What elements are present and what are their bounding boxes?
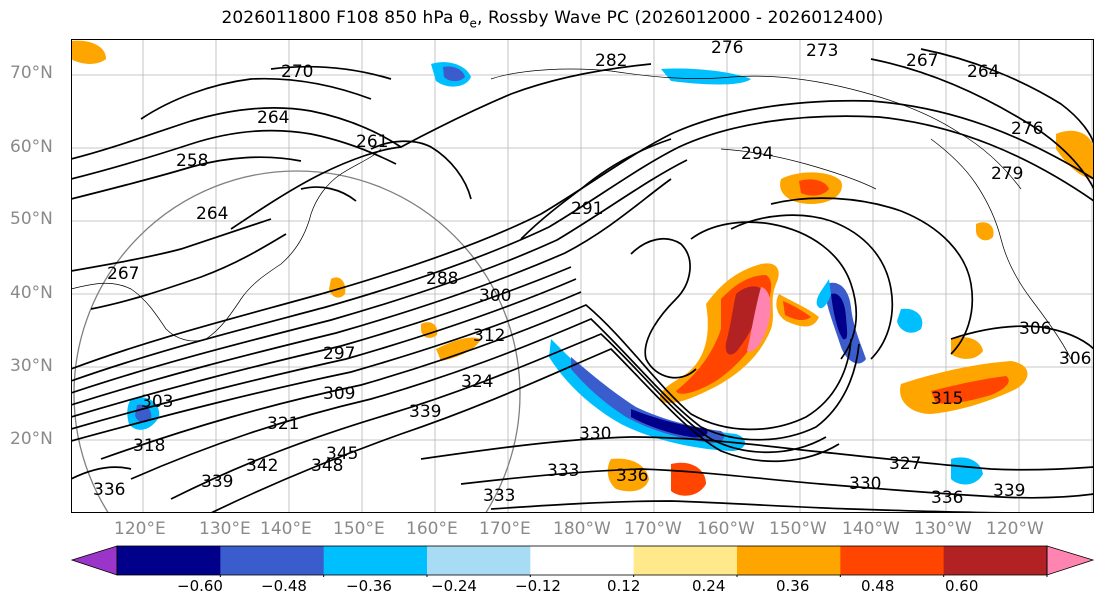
contour-label: 276 (1011, 119, 1043, 139)
contour-label: 339 (201, 472, 233, 492)
contour-label: 336 (931, 488, 963, 508)
contour-label: 276 (711, 39, 743, 58)
contour-label: 273 (806, 41, 838, 61)
contour-label: 333 (483, 486, 515, 506)
colorbar-tick-label: 0.60 (945, 577, 979, 595)
lon-label-180w: 180°W (553, 519, 611, 539)
contour-label: 345 (326, 444, 358, 464)
colorbar-segment (427, 546, 531, 575)
lat-label-20n: 20°N (10, 429, 53, 449)
colorbar-tick-label: −0.12 (515, 577, 561, 595)
contour-label: 336 (93, 480, 125, 500)
colorbar-ticks (219, 575, 1048, 577)
lon-label-150e: 150°E (333, 519, 385, 539)
contour-label: 336 (616, 466, 648, 486)
lat-label-60n: 60°N (10, 137, 53, 157)
contour-label: 270 (281, 62, 313, 82)
contour-label: 282 (595, 51, 627, 71)
contour-label: 264 (196, 204, 228, 224)
contour-label: 327 (889, 454, 921, 474)
contour-label: 330 (579, 424, 611, 444)
colorbar-segment (943, 546, 1048, 575)
colorbar-segment (530, 546, 635, 575)
contour-label: 300 (479, 286, 511, 306)
lon-label-150w: 150°W (769, 519, 827, 539)
colorbar-tick-label: 0.36 (776, 577, 810, 595)
lon-label-120e: 120°E (114, 519, 166, 539)
colorbar-extend-max (1046, 545, 1095, 576)
colorbar-tick-label: −0.48 (261, 577, 307, 595)
lon-label-140w: 140°W (842, 519, 900, 539)
colorbar-segment (737, 546, 841, 575)
contour-label: 288 (426, 269, 458, 289)
contour-label: 339 (993, 481, 1025, 501)
contour-labels: 282 276 273 267 264 270 276 279 264 261 … (93, 39, 1091, 508)
coastlines (71, 68, 1072, 360)
distance-ring (73, 170, 521, 513)
contour-label: 324 (461, 372, 493, 392)
lon-label-140e: 140°E (260, 519, 312, 539)
contour-label: 330 (849, 474, 881, 494)
contour-label: 267 (906, 51, 938, 71)
colorbar-frame (116, 545, 1048, 576)
contour-label: 264 (967, 62, 999, 82)
lat-label-70n: 70°N (10, 63, 53, 83)
contour-label: 333 (547, 461, 579, 481)
contour-label: 258 (176, 151, 208, 171)
contour-label: 294 (741, 144, 773, 164)
lon-label-160w: 160°W (697, 519, 755, 539)
lat-label-50n: 50°N (10, 209, 53, 229)
map-panel: 282 276 273 267 264 270 276 279 264 261 … (71, 39, 1094, 513)
contour-label: 315 (931, 389, 963, 409)
colorbar-segment (117, 546, 221, 575)
colorbar-tick-label: 0.48 (861, 577, 895, 595)
lon-label-170w: 170°W (624, 519, 682, 539)
lat-label-40n: 40°N (10, 283, 53, 303)
colorbar-tick-label: −0.60 (177, 577, 223, 595)
contour-label: 312 (473, 326, 505, 346)
map-canvas: 282 276 273 267 264 270 276 279 264 261 … (71, 39, 1094, 513)
lon-label-160e: 160°E (406, 519, 458, 539)
contour-label: 309 (323, 384, 355, 404)
contour-label: 318 (133, 436, 165, 456)
contour-label: 261 (356, 132, 388, 152)
colorbar-tick-label: −0.36 (346, 577, 392, 595)
graticule (71, 39, 1094, 513)
contour-label: 303 (141, 392, 173, 412)
lon-label-130w: 130°W (914, 519, 972, 539)
anomaly-shading (71, 40, 1094, 496)
colorbar-tick-label: −0.24 (431, 577, 477, 595)
contour-label: 342 (246, 456, 278, 476)
contour-label: 267 (107, 264, 139, 284)
lat-label-30n: 30°N (10, 356, 53, 376)
contour-label: 297 (323, 344, 355, 364)
contour-label: 348 (311, 456, 343, 476)
colorbar-tick-label: 0.24 (692, 577, 726, 595)
colorbar-segment (633, 546, 738, 575)
contour-label: 264 (257, 108, 289, 128)
map-frame (71, 39, 1094, 513)
contour-label: 279 (991, 164, 1023, 184)
colorbar-segments (71, 545, 1095, 576)
colorbar-segment (220, 546, 325, 575)
colorbar-segment (840, 546, 945, 575)
contour-label: 306 (1019, 319, 1051, 339)
contour-label: 291 (571, 199, 603, 219)
lon-label-170e: 170°E (479, 519, 531, 539)
colorbar-extend-min (71, 545, 118, 576)
contour-label: 339 (409, 402, 441, 422)
lon-label-130e: 130°E (199, 519, 251, 539)
contour-label: 306 (1059, 349, 1091, 369)
colorbar-tick-label: 0.12 (607, 577, 641, 595)
colorbar-segment (323, 546, 428, 575)
theta-e-contours (71, 48, 1094, 513)
colorbar (71, 545, 1095, 577)
map-title: 2026011800 F108 850 hPa θe, Rossby Wave … (221, 8, 884, 31)
contour-label: 321 (267, 414, 299, 434)
lon-label-120w: 120°W (986, 519, 1044, 539)
